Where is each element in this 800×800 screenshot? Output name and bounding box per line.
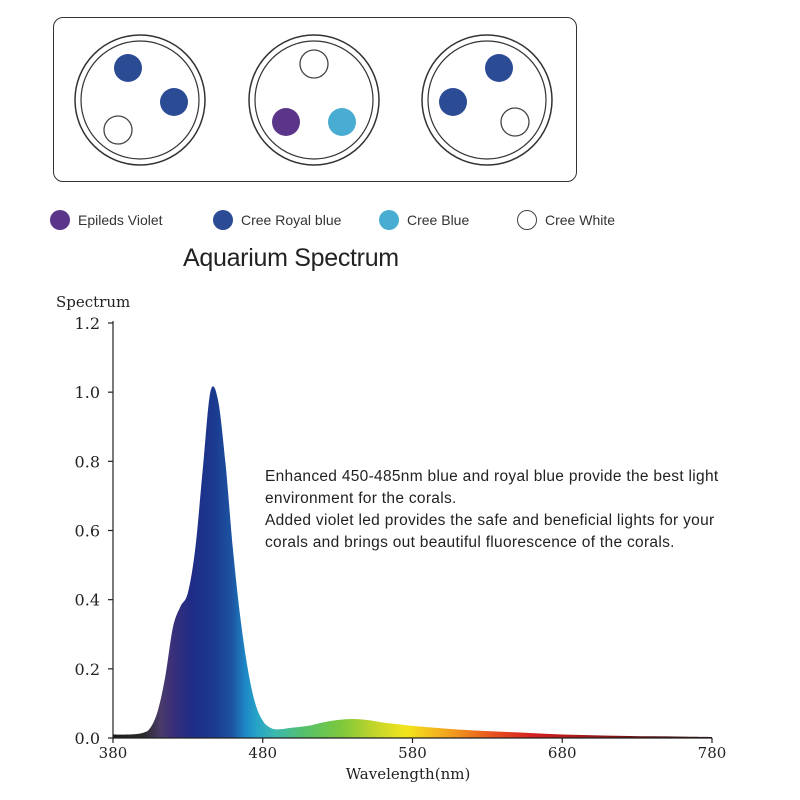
lens-outer-ring <box>74 34 206 166</box>
led-dot <box>485 54 513 82</box>
x-tick-label: 780 <box>698 744 727 762</box>
y-tick-label: 0.4 <box>75 591 100 610</box>
chart-title: Aquarium Spectrum <box>183 244 399 272</box>
legend-dot-royal-blue <box>213 210 233 230</box>
x-tick-label: 680 <box>548 744 577 762</box>
led-dot <box>328 108 356 136</box>
y-tick-label: 0.2 <box>75 660 100 679</box>
legend-dot-violet <box>50 210 70 230</box>
y-tick-label: 1.2 <box>75 314 100 333</box>
led-dot <box>439 88 467 116</box>
lens-outer-ring <box>421 34 553 166</box>
y-tick-label: 0.8 <box>75 452 100 471</box>
led-dot <box>500 107 530 137</box>
x-axis-label: Wavelength(nm) <box>346 765 471 783</box>
y-axis-label: Spectrum <box>56 293 130 311</box>
annotation-paragraph-2: Added violet led provides the safe and b… <box>265 512 715 551</box>
lens-inner-ring <box>80 40 200 160</box>
legend-dot-blue <box>379 210 399 230</box>
x-tick-label: 480 <box>248 744 277 762</box>
led-dot <box>114 54 142 82</box>
legend-label: Cree Blue <box>407 212 470 228</box>
led-dot <box>299 49 329 79</box>
legend-item-violet: Epileds Violet <box>50 210 163 230</box>
led-dot <box>160 88 188 116</box>
lens-outer-ring <box>248 34 380 166</box>
lens-inner-ring <box>254 40 374 160</box>
legend-dot-white <box>517 210 537 230</box>
led-dot <box>103 115 133 145</box>
legend-item-royal-blue: Cree Royal blue <box>213 210 341 230</box>
x-tick-label: 380 <box>99 744 128 762</box>
y-tick-label: 0.0 <box>75 729 100 748</box>
legend-label: Cree Royal blue <box>241 212 342 228</box>
legend-item-white: Cree White <box>517 210 615 230</box>
legend-item-blue: Cree Blue <box>379 210 469 230</box>
led-panel <box>53 17 577 182</box>
led-panel-lenses <box>74 34 553 166</box>
x-tick-label: 580 <box>398 744 427 762</box>
lens-inner-ring <box>427 40 547 160</box>
spectrum-area <box>113 386 712 738</box>
spectrum-annotation: Enhanced 450-485nm blue and royal blue p… <box>265 466 755 554</box>
legend-label: Cree White <box>545 212 616 228</box>
y-tick-label: 0.6 <box>75 522 100 541</box>
annotation-paragraph-1: Enhanced 450-485nm blue and royal blue p… <box>265 468 719 507</box>
legend-label: Epileds Violet <box>78 212 163 228</box>
led-dot <box>272 108 300 136</box>
y-tick-label: 1.0 <box>75 383 100 402</box>
